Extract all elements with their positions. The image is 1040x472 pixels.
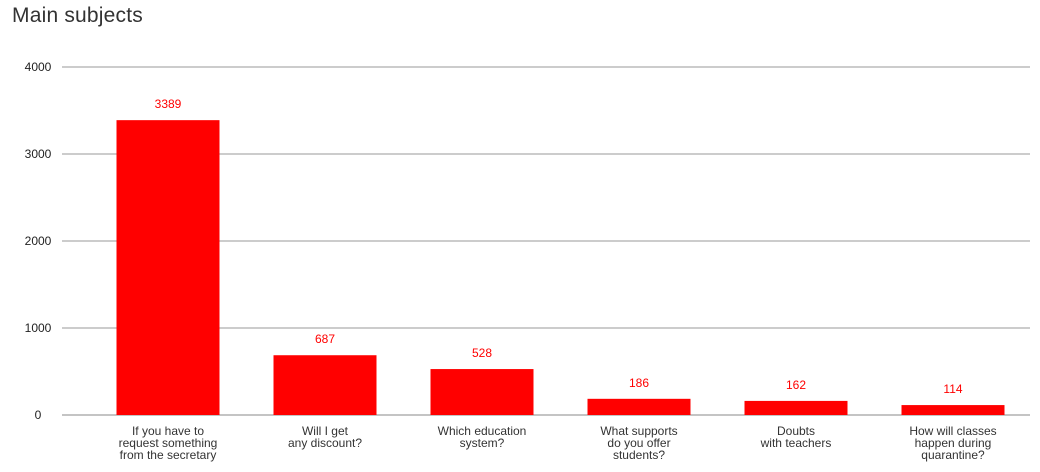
data-label: 162 xyxy=(786,378,806,392)
y-tick-label: 2000 xyxy=(25,234,52,248)
y-tick-label: 1000 xyxy=(25,321,52,335)
data-label: 114 xyxy=(943,382,962,396)
data-label: 687 xyxy=(315,332,335,346)
category-label: Will I get any discount? xyxy=(288,424,362,450)
category-labels: If you have to request something from the … xyxy=(119,424,997,462)
category-label: Doubts with teachers xyxy=(760,424,832,450)
bar xyxy=(587,398,691,415)
data-label: 528 xyxy=(472,346,492,360)
chart-title: Main subjects xyxy=(12,4,143,27)
data-label: 186 xyxy=(629,376,649,390)
bar xyxy=(116,120,220,416)
bar xyxy=(273,355,377,415)
bar xyxy=(901,405,1005,415)
y-axis-ticks: 0 1000 2000 3000 4000 xyxy=(25,60,52,422)
category-label: What supports do you offer students? xyxy=(600,424,677,462)
y-tick-label: 4000 xyxy=(25,60,52,74)
category-label: How will classes happen during quarantine? xyxy=(909,424,996,462)
gridlines xyxy=(62,66,1030,416)
bars xyxy=(116,120,1005,416)
bar xyxy=(744,400,848,415)
y-tick-label: 0 xyxy=(35,408,42,422)
data-label: 3389 xyxy=(155,97,182,111)
category-label: Which education system? xyxy=(438,424,527,450)
bar xyxy=(430,369,534,415)
category-label: If you have to request something from the … xyxy=(119,424,218,462)
data-labels: 3389 687 528 186 162 114 xyxy=(155,97,963,396)
y-tick-label: 3000 xyxy=(25,147,52,161)
